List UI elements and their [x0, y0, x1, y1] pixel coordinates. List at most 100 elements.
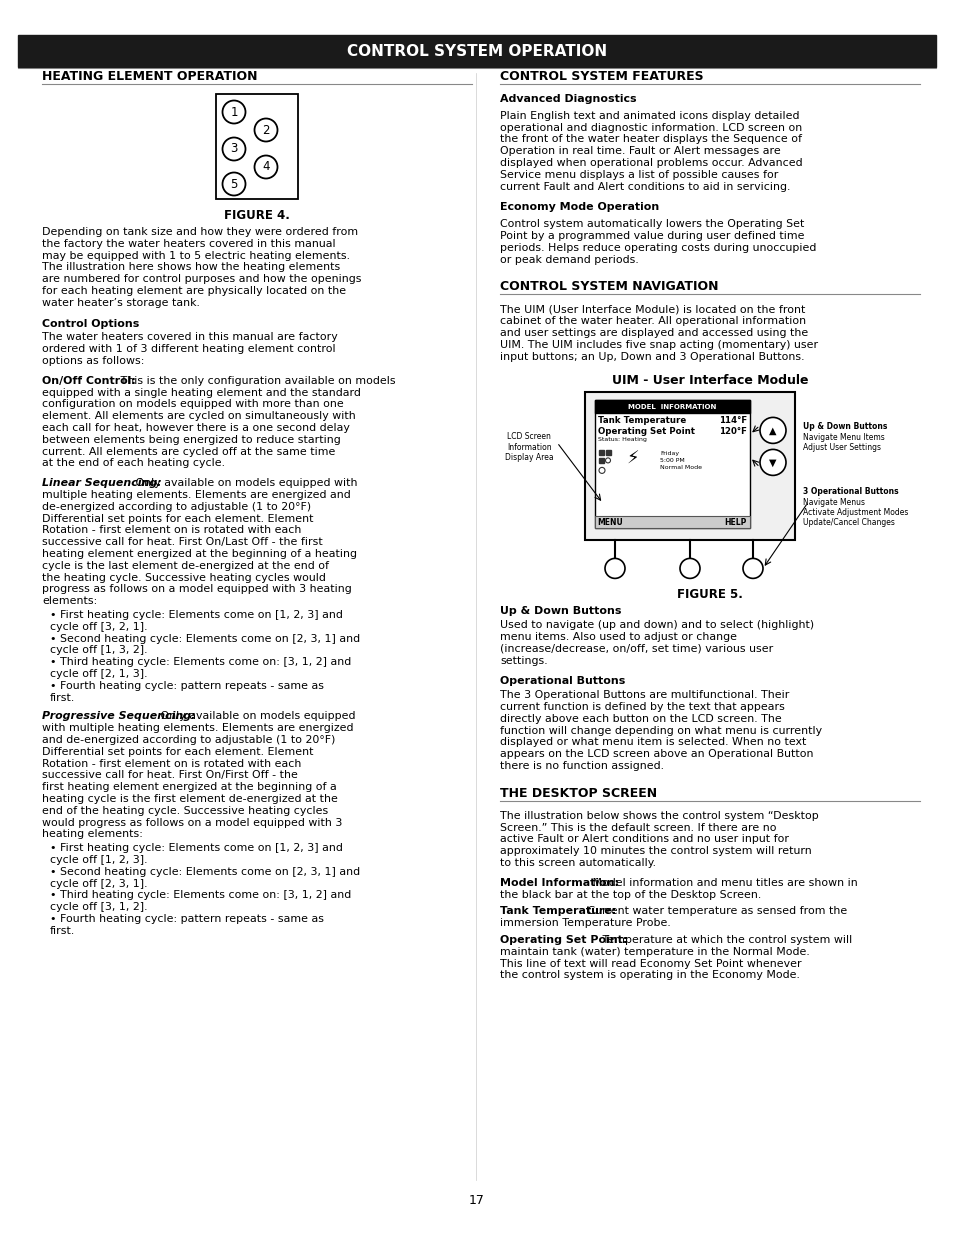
Text: Friday: Friday — [659, 452, 679, 457]
Text: 5:00 PM: 5:00 PM — [659, 458, 684, 463]
Text: Operating Set Point:: Operating Set Point: — [499, 935, 627, 945]
Text: for each heating element are physically located on the: for each heating element are physically … — [42, 287, 346, 296]
Text: Point by a programmed value during user defined time: Point by a programmed value during user … — [499, 231, 803, 241]
Text: Control Options: Control Options — [42, 319, 139, 329]
Text: 1: 1 — [230, 105, 237, 119]
Text: The illustration here shows how the heating elements: The illustration here shows how the heat… — [42, 262, 340, 273]
Text: LCD Screen
Information
Display Area: LCD Screen Information Display Area — [504, 432, 553, 462]
Text: Differential set points for each element. Element: Differential set points for each element… — [42, 514, 314, 524]
Bar — [605, 451, 610, 456]
Bar — [598, 458, 603, 463]
Text: UIM - User Interface Module: UIM - User Interface Module — [611, 374, 807, 388]
Text: ▲: ▲ — [768, 425, 776, 436]
Text: Economy Mode Operation: Economy Mode Operation — [499, 203, 659, 212]
Text: appears on the LCD screen above an Operational Button: appears on the LCD screen above an Opera… — [499, 750, 813, 760]
Text: cabinet of the water heater. All operational information: cabinet of the water heater. All operati… — [499, 316, 805, 326]
Text: FIGURE 4.: FIGURE 4. — [224, 209, 290, 222]
Text: to this screen automatically.: to this screen automatically. — [499, 858, 656, 868]
Text: Advanced Diagnostics: Advanced Diagnostics — [499, 94, 636, 104]
Text: Only available on models equipped: Only available on models equipped — [156, 711, 355, 721]
Circle shape — [742, 558, 762, 578]
Bar — [595, 516, 749, 529]
Circle shape — [605, 458, 610, 463]
Text: Service menu displays a list of possible causes for: Service menu displays a list of possible… — [499, 169, 778, 180]
Circle shape — [604, 558, 624, 578]
Text: successive call for heat. First On/Last Off - the first: successive call for heat. First On/Last … — [42, 537, 322, 547]
Text: Up & Down Buttons: Up & Down Buttons — [499, 606, 620, 616]
Text: 3: 3 — [230, 142, 237, 156]
Text: heating elements:: heating elements: — [42, 830, 143, 840]
Text: • First heating cycle: Elements come on [1, 2, 3] and: • First heating cycle: Elements come on … — [50, 610, 342, 620]
Text: • Third heating cycle: Elements come on: [3, 1, 2] and: • Third heating cycle: Elements come on:… — [50, 890, 351, 900]
Text: • Fourth heating cycle: pattern repeats - same as: • Fourth heating cycle: pattern repeats … — [50, 680, 324, 690]
Text: displayed when operational problems occur. Advanced: displayed when operational problems occu… — [499, 158, 801, 168]
Text: maintain tank (water) temperature in the Normal Mode.: maintain tank (water) temperature in the… — [499, 947, 809, 957]
Text: Operation in real time. Fault or Alert messages are: Operation in real time. Fault or Alert m… — [499, 146, 780, 156]
Text: ⚡: ⚡ — [626, 450, 639, 467]
Text: • Second heating cycle: Elements come on [2, 3, 1] and: • Second heating cycle: Elements come on… — [50, 867, 359, 877]
Text: Navigate Menu Items: Navigate Menu Items — [802, 433, 883, 442]
Text: • Second heating cycle: Elements come on [2, 3, 1] and: • Second heating cycle: Elements come on… — [50, 634, 359, 643]
Text: displayed or what menu item is selected. When no text: displayed or what menu item is selected.… — [499, 737, 805, 747]
Text: 2: 2 — [262, 124, 270, 137]
Text: The UIM (User Interface Module) is located on the front: The UIM (User Interface Module) is locat… — [499, 304, 804, 315]
Text: HELP: HELP — [723, 517, 745, 527]
Text: the front of the water heater displays the Sequence of: the front of the water heater displays t… — [499, 135, 801, 144]
Text: Rotation - first element on is rotated with each: Rotation - first element on is rotated w… — [42, 525, 301, 536]
Text: the black bar at the top of the Desktop Screen.: the black bar at the top of the Desktop … — [499, 889, 760, 899]
Text: elements:: elements: — [42, 597, 97, 606]
Text: cycle off [2, 1, 3].: cycle off [2, 1, 3]. — [50, 669, 148, 679]
Text: are numbered for control purposes and how the openings: are numbered for control purposes and ho… — [42, 274, 361, 284]
Text: element. All elements are cycled on simultaneously with: element. All elements are cycled on simu… — [42, 411, 355, 421]
Bar — [584, 393, 794, 541]
Text: cycle off [1, 3, 2].: cycle off [1, 3, 2]. — [50, 646, 148, 656]
Text: first.: first. — [50, 926, 75, 936]
Circle shape — [598, 467, 604, 473]
Text: current Fault and Alert conditions to aid in servicing.: current Fault and Alert conditions to ai… — [499, 182, 789, 191]
Text: operational and diagnostic information. LCD screen on: operational and diagnostic information. … — [499, 122, 801, 132]
Text: Differential set points for each element. Element: Differential set points for each element… — [42, 747, 314, 757]
Text: Control system automatically lowers the Operating Set: Control system automatically lowers the … — [499, 219, 803, 230]
Text: 114°F: 114°F — [719, 416, 746, 425]
Bar — [598, 451, 603, 456]
Text: directly above each button on the LCD screen. The: directly above each button on the LCD sc… — [499, 714, 781, 724]
Circle shape — [222, 137, 245, 161]
Text: input buttons; an Up, Down and 3 Operational Buttons.: input buttons; an Up, Down and 3 Operati… — [499, 352, 803, 362]
Bar — [18, 35, 935, 67]
Text: ▼: ▼ — [768, 457, 776, 467]
Text: would progress as follows on a model equipped with 3: would progress as follows on a model equ… — [42, 818, 342, 827]
Text: cycle off [1, 2, 3].: cycle off [1, 2, 3]. — [50, 855, 148, 864]
Text: THE DESKTOP SCREEN: THE DESKTOP SCREEN — [499, 787, 657, 800]
Text: periods. Helps reduce operating costs during unoccupied: periods. Helps reduce operating costs du… — [499, 243, 816, 253]
Text: options as follows:: options as follows: — [42, 356, 144, 366]
Text: 5: 5 — [230, 178, 237, 190]
Text: successive call for heat. First On/First Off - the: successive call for heat. First On/First… — [42, 771, 297, 781]
Text: Screen.” This is the default screen. If there are no: Screen.” This is the default screen. If … — [499, 823, 776, 832]
Text: approximately 10 minutes the control system will return: approximately 10 minutes the control sys… — [499, 846, 811, 856]
Text: ordered with 1 of 3 different heating element control: ordered with 1 of 3 different heating el… — [42, 345, 335, 354]
Text: or peak demand periods.: or peak demand periods. — [499, 254, 639, 264]
Text: Operational Buttons: Operational Buttons — [499, 677, 625, 687]
Text: This line of text will read Economy Set Point whenever: This line of text will read Economy Set … — [499, 958, 801, 968]
Text: Navigate Menus: Navigate Menus — [802, 499, 864, 508]
Text: immersion Temperature Probe.: immersion Temperature Probe. — [499, 918, 670, 929]
Text: at the end of each heating cycle.: at the end of each heating cycle. — [42, 458, 225, 468]
Text: Linear Sequencing:: Linear Sequencing: — [42, 478, 161, 488]
Text: the heating cycle. Successive heating cycles would: the heating cycle. Successive heating cy… — [42, 573, 326, 583]
Text: current function is defined by the text that appears: current function is defined by the text … — [499, 701, 784, 713]
Text: FIGURE 5.: FIGURE 5. — [677, 588, 742, 601]
Text: UIM. The UIM includes five snap acting (momentary) user: UIM. The UIM includes five snap acting (… — [499, 340, 818, 350]
Text: HEATING ELEMENT OPERATION: HEATING ELEMENT OPERATION — [42, 70, 257, 83]
Text: Tank Temperature:: Tank Temperature: — [499, 906, 616, 916]
Text: cycle is the last element de-energized at the end of: cycle is the last element de-energized a… — [42, 561, 329, 571]
Text: Temperature at which the control system will: Temperature at which the control system … — [598, 935, 851, 945]
Text: progress as follows on a model equipped with 3 heating: progress as follows on a model equipped … — [42, 584, 352, 594]
Text: (increase/decrease, on/off, set time) various user: (increase/decrease, on/off, set time) va… — [499, 643, 773, 653]
Text: there is no function assigned.: there is no function assigned. — [499, 761, 663, 771]
Text: Operating Set Point: Operating Set Point — [598, 427, 695, 436]
Text: heating element energized at the beginning of a heating: heating element energized at the beginni… — [42, 550, 356, 559]
Text: Update/Cancel Changes: Update/Cancel Changes — [802, 519, 894, 527]
Circle shape — [254, 156, 277, 179]
Text: Up & Down Buttons: Up & Down Buttons — [802, 422, 886, 431]
Text: menu items. Also used to adjust or change: menu items. Also used to adjust or chang… — [499, 632, 737, 642]
